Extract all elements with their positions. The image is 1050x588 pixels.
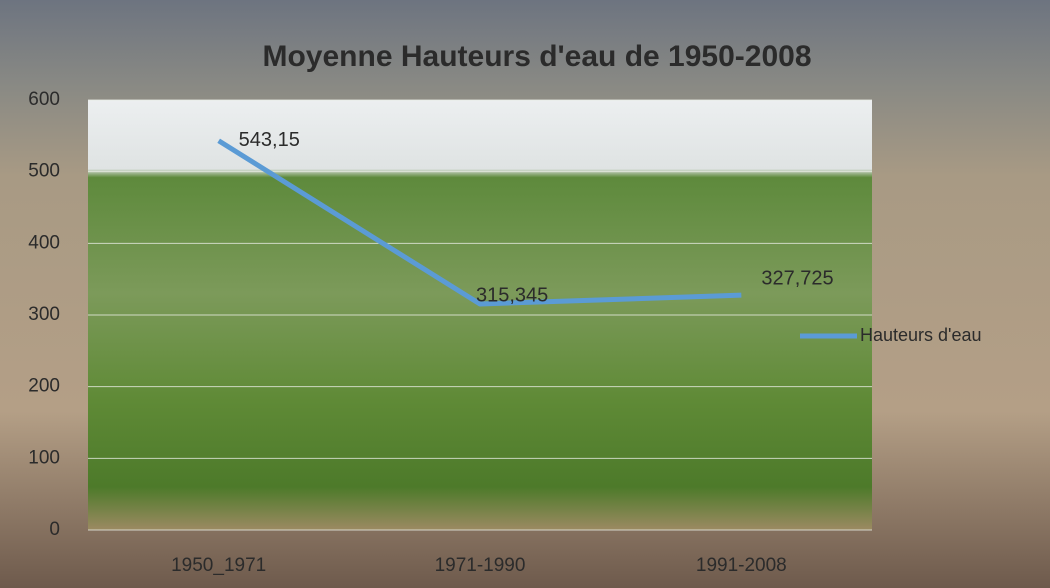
y-tick-label: 500: [28, 161, 60, 182]
y-tick-label: 0: [49, 519, 60, 540]
y-tick-label: 100: [28, 447, 60, 468]
x-tick-label: 1971-1990: [435, 555, 526, 576]
x-tick-label: 1950_1971: [171, 555, 266, 576]
y-tick-label: 200: [28, 376, 60, 397]
chart-title: Moyenne Hauteurs d'eau de 1950-2008: [262, 40, 811, 73]
plot-area: 0 100 200 300 400 500 600 1950_1971 1971-1990 199…: [28, 89, 981, 576]
data-label: 315,345: [476, 284, 548, 306]
line: [217, 138, 742, 307]
legend-label: Hauteurs d'eau: [860, 325, 982, 345]
y-tick-label: 300: [28, 304, 60, 325]
data-label: 543,15: [239, 129, 300, 151]
data-label: 327,725: [761, 267, 833, 289]
x-tick-label: 1991-2008: [696, 555, 787, 576]
y-tick-label: 600: [28, 89, 60, 110]
y-tick-label: 400: [28, 232, 60, 253]
